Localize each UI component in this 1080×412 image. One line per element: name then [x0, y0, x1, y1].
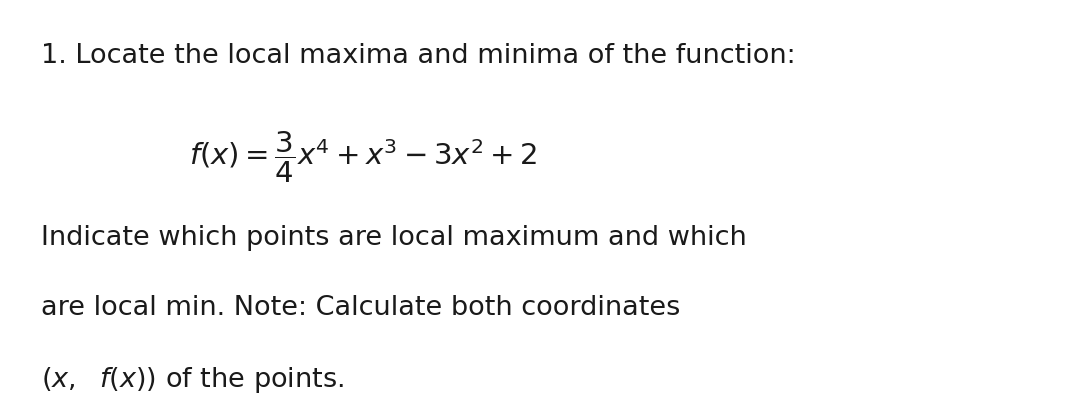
Text: $f(x) = \dfrac{3}{4}x^4 + x^3 - 3x^2 + 2$: $f(x) = \dfrac{3}{4}x^4 + x^3 - 3x^2 + 2…	[189, 130, 538, 185]
Text: are local min. Note: Calculate both coordinates: are local min. Note: Calculate both coor…	[41, 295, 680, 321]
Text: $(x,\ \ f(x))$ of the points.: $(x,\ \ f(x))$ of the points.	[41, 365, 345, 395]
Text: Indicate which points are local maximum and which: Indicate which points are local maximum …	[41, 225, 746, 250]
Text: 1. Locate the local maxima and minima of the function:: 1. Locate the local maxima and minima of…	[41, 43, 796, 69]
